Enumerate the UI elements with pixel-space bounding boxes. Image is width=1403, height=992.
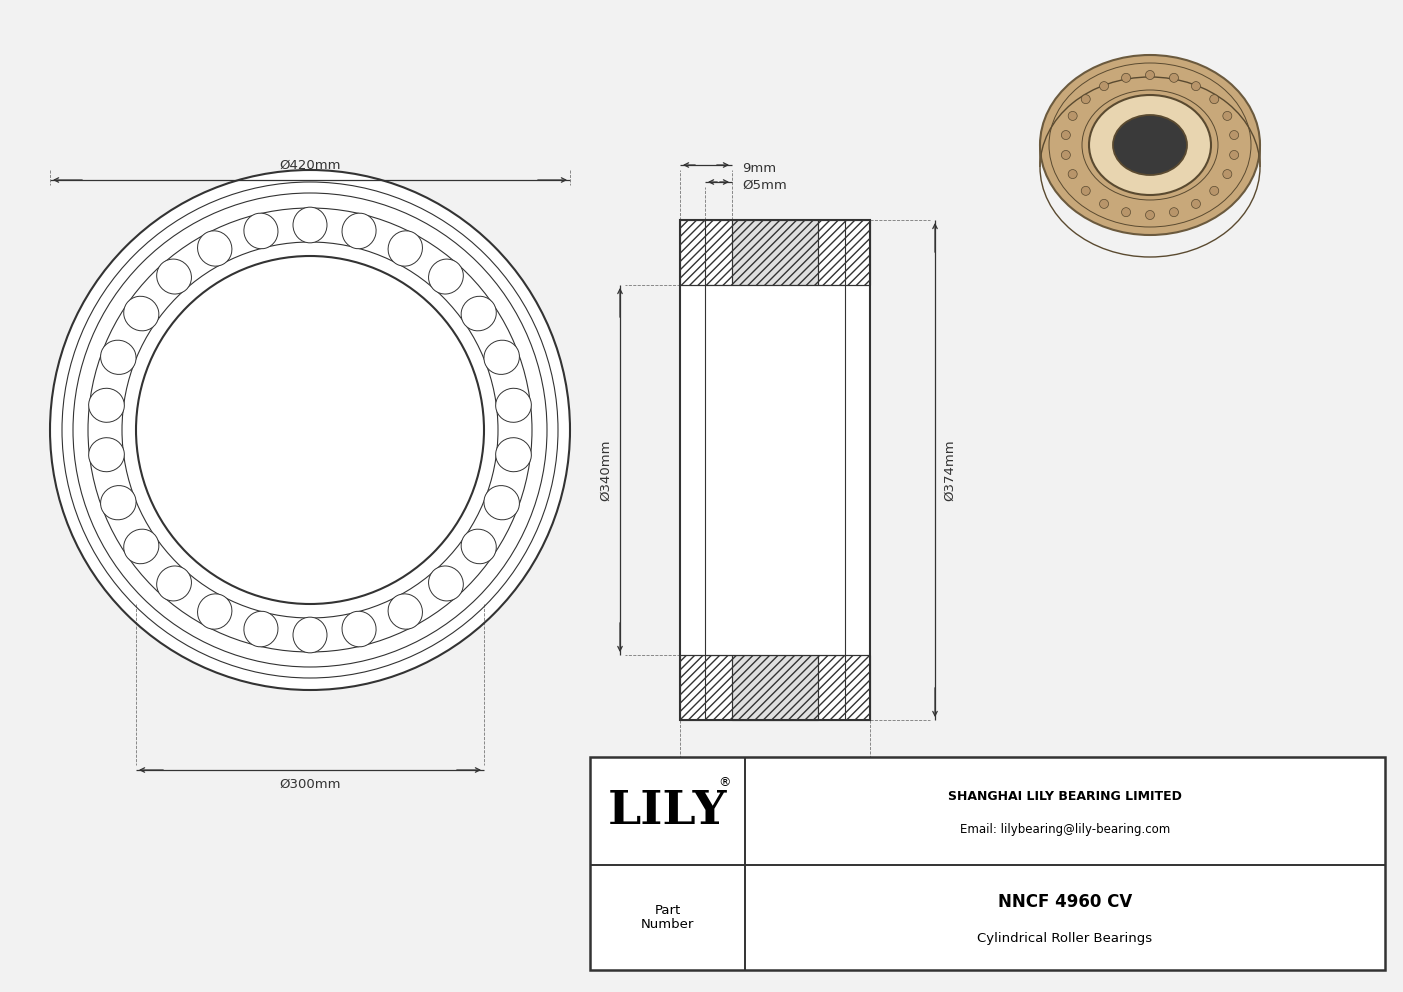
- Ellipse shape: [428, 566, 463, 601]
- Text: NNCF 4960 CV: NNCF 4960 CV: [998, 893, 1132, 911]
- Ellipse shape: [495, 388, 532, 423]
- Ellipse shape: [495, 437, 532, 472]
- Ellipse shape: [293, 207, 327, 243]
- Ellipse shape: [1082, 94, 1090, 103]
- Bar: [591, 757, 1385, 970]
- Ellipse shape: [1061, 131, 1070, 140]
- Ellipse shape: [1121, 207, 1131, 216]
- Text: 118mm: 118mm: [749, 774, 801, 787]
- Ellipse shape: [1191, 81, 1201, 90]
- Ellipse shape: [1121, 73, 1131, 82]
- Circle shape: [51, 170, 570, 690]
- Bar: [680, 220, 870, 720]
- Ellipse shape: [1209, 94, 1219, 103]
- Text: Email: lilybearing@lily-bearing.com: Email: lilybearing@lily-bearing.com: [960, 822, 1170, 836]
- Ellipse shape: [428, 259, 463, 294]
- Ellipse shape: [123, 529, 159, 563]
- Ellipse shape: [484, 486, 519, 520]
- Text: LILY: LILY: [607, 788, 727, 834]
- Text: 9mm: 9mm: [742, 162, 776, 175]
- Ellipse shape: [484, 340, 519, 374]
- Ellipse shape: [1100, 199, 1108, 208]
- Bar: [704, 285, 845, 655]
- Ellipse shape: [342, 611, 376, 647]
- Ellipse shape: [1040, 55, 1260, 235]
- Ellipse shape: [1061, 151, 1070, 160]
- Bar: [732, 220, 818, 285]
- Ellipse shape: [1089, 95, 1211, 195]
- Ellipse shape: [1100, 81, 1108, 90]
- Ellipse shape: [1223, 170, 1232, 179]
- Ellipse shape: [293, 617, 327, 653]
- Bar: [732, 655, 818, 720]
- Ellipse shape: [1229, 131, 1239, 140]
- Bar: [680, 220, 870, 720]
- Ellipse shape: [101, 340, 136, 374]
- Text: ®: ®: [718, 777, 731, 790]
- Ellipse shape: [198, 594, 231, 629]
- Ellipse shape: [157, 259, 191, 294]
- Text: Ø374mm: Ø374mm: [943, 439, 955, 501]
- Ellipse shape: [389, 231, 422, 266]
- Ellipse shape: [88, 437, 125, 472]
- Ellipse shape: [1191, 199, 1201, 208]
- Bar: [680, 220, 870, 285]
- Bar: [591, 757, 1385, 970]
- Ellipse shape: [1145, 70, 1155, 79]
- Ellipse shape: [123, 297, 159, 330]
- Bar: [680, 655, 870, 720]
- Ellipse shape: [244, 213, 278, 249]
- Ellipse shape: [157, 566, 191, 601]
- Text: Ø300mm: Ø300mm: [279, 778, 341, 791]
- Text: SHANGHAI LILY BEARING LIMITED: SHANGHAI LILY BEARING LIMITED: [948, 791, 1181, 804]
- Ellipse shape: [198, 231, 231, 266]
- Ellipse shape: [1113, 115, 1187, 175]
- Ellipse shape: [101, 486, 136, 520]
- Ellipse shape: [1170, 207, 1179, 216]
- Ellipse shape: [1082, 186, 1090, 195]
- Ellipse shape: [244, 611, 278, 647]
- Ellipse shape: [1068, 170, 1078, 179]
- Text: Ø5mm: Ø5mm: [742, 179, 787, 191]
- Ellipse shape: [462, 529, 497, 563]
- Ellipse shape: [342, 213, 376, 249]
- Ellipse shape: [1068, 111, 1078, 120]
- Ellipse shape: [1223, 111, 1232, 120]
- Ellipse shape: [462, 297, 497, 330]
- Ellipse shape: [88, 388, 125, 423]
- Text: Cylindrical Roller Bearings: Cylindrical Roller Bearings: [978, 932, 1152, 945]
- Ellipse shape: [1145, 210, 1155, 219]
- Ellipse shape: [1170, 73, 1179, 82]
- Text: Ø340mm: Ø340mm: [599, 439, 612, 501]
- Ellipse shape: [1229, 151, 1239, 160]
- Ellipse shape: [1209, 186, 1219, 195]
- Text: Part
Number: Part Number: [641, 904, 694, 931]
- Text: Ø420mm: Ø420mm: [279, 159, 341, 172]
- Circle shape: [136, 256, 484, 604]
- Ellipse shape: [389, 594, 422, 629]
